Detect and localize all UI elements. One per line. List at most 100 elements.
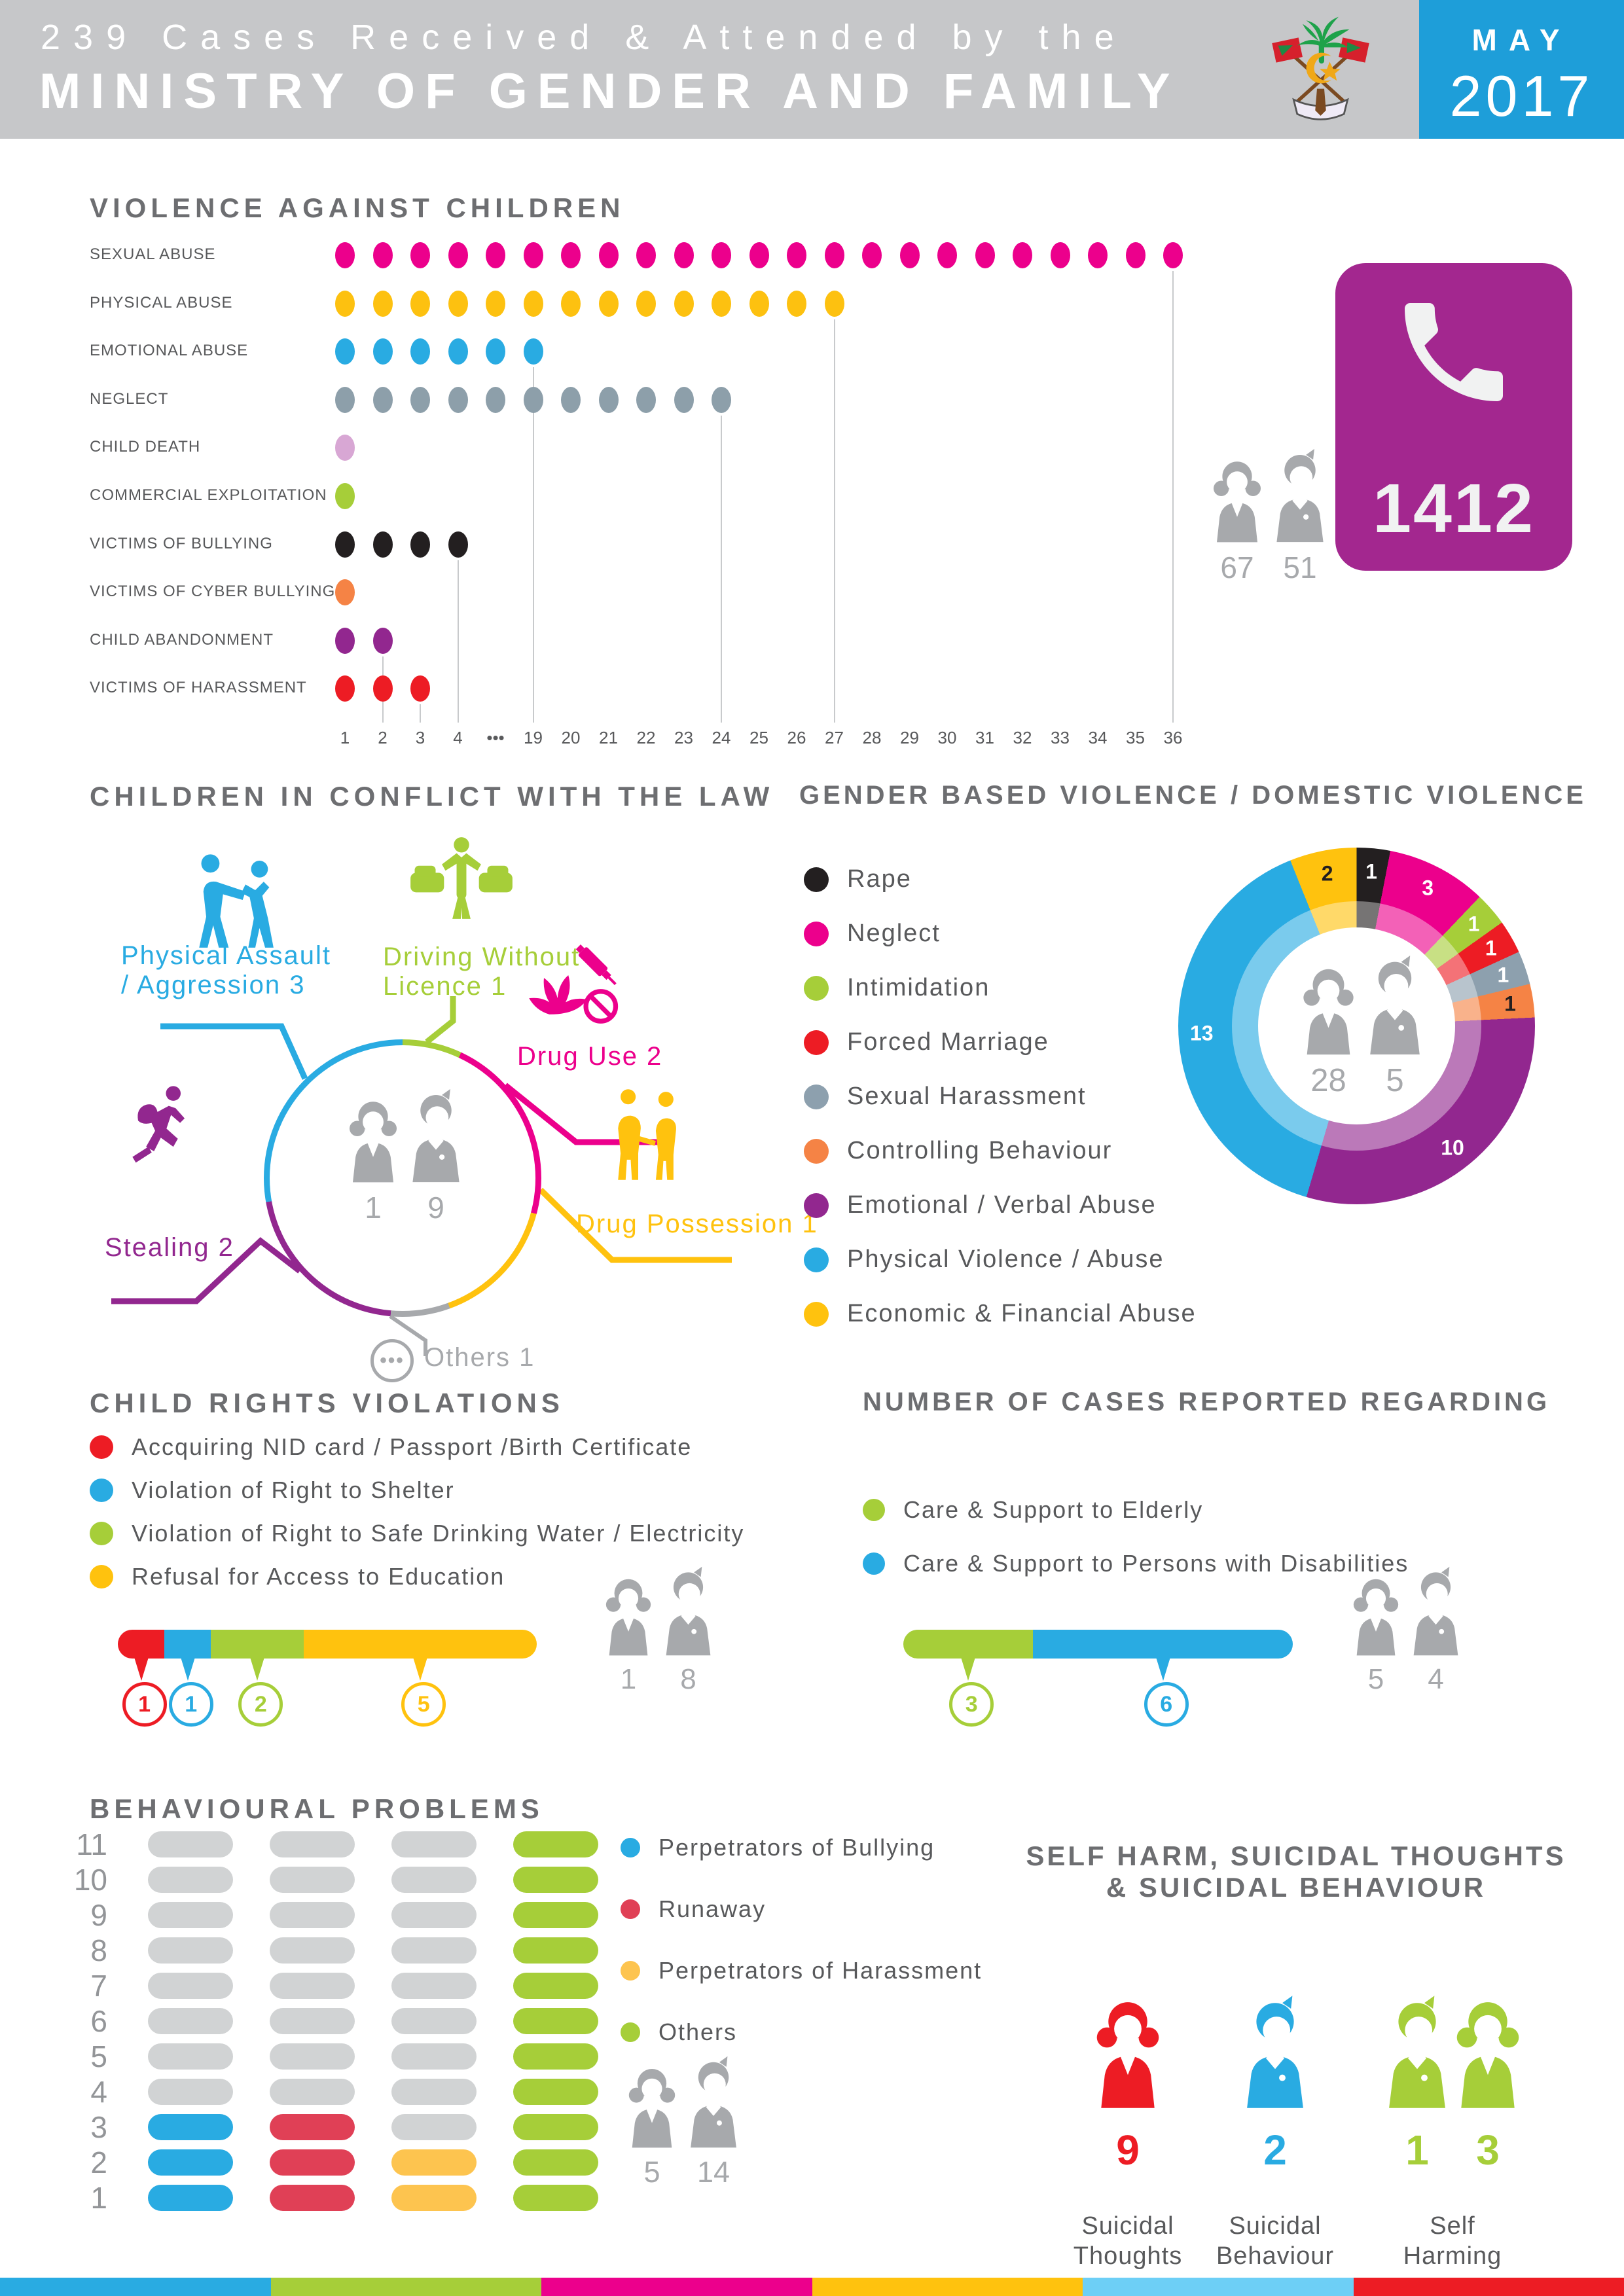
- vac-dot: [598, 386, 619, 413]
- legend-label: Sexual Harassment: [847, 1083, 1087, 1110]
- behavioural-cell: [270, 2043, 355, 2070]
- legend-label: Accquiring NID card / Passport /Birth Ce…: [132, 1433, 693, 1460]
- vac-axis-tick: 19: [524, 728, 543, 747]
- vac-axis-tick: 27: [825, 728, 844, 747]
- legend-label: Forced Marriage: [847, 1028, 1049, 1056]
- vac-dot: [598, 242, 619, 268]
- behavioural-cell: [391, 2008, 477, 2034]
- legend-dot: [621, 1961, 640, 1981]
- behavioural-cell: [270, 1867, 355, 1893]
- vac-dot: [787, 242, 806, 268]
- vac-dot: [523, 290, 543, 317]
- ncr-bar-segment: [903, 1630, 1034, 1659]
- cicl-label-stealing: Stealing 2: [105, 1233, 234, 1263]
- vac-dot: [410, 386, 430, 413]
- vac-dot: [598, 290, 619, 317]
- gbv-segment-value: 1: [1468, 912, 1480, 936]
- girl-icon: [1210, 456, 1265, 543]
- vac-row-label: VICTIMS OF BULLYING: [90, 534, 273, 552]
- crv-gender-pair-boys-count: 8: [680, 1663, 696, 1695]
- gbv-section-title: GENDER BASED VIOLENCE / DOMESTIC VIOLENC…: [799, 781, 1587, 810]
- behavioural-cell: [391, 2114, 477, 2140]
- legend-dot: [90, 1479, 113, 1502]
- behavioural-cell: [148, 2079, 233, 2105]
- behavioural-cell: [148, 2114, 233, 2140]
- phone-icon: [1388, 287, 1519, 418]
- ncr-gender-pair-icons: [1350, 1566, 1464, 1657]
- gbv-segment-value: 2: [1321, 861, 1333, 886]
- vac-axis-tick: 30: [937, 728, 957, 747]
- behavioural-legend: Perpetrators of Bullying Runaway Perpetrat…: [621, 1834, 982, 2046]
- vac-axis-tick: 22: [636, 728, 656, 747]
- legend-dot: [804, 1084, 829, 1109]
- crv-bar-segment: [304, 1630, 537, 1659]
- vac-dot: [1163, 242, 1183, 268]
- vac-dot: [899, 242, 920, 268]
- vac-row-label: NEGLECT: [90, 389, 169, 408]
- behavioural-gender-pair: 5 14: [625, 2055, 743, 2189]
- cicl-label-drug-use: Drug Use 2: [517, 1042, 662, 1071]
- vac-dot: [448, 290, 468, 317]
- gbv-gender-pair-numbers: 28 5: [1299, 1062, 1427, 1099]
- gbv-segment-value: 10: [1441, 1136, 1464, 1160]
- vac-dot: [712, 386, 731, 413]
- vac-dot: [937, 242, 957, 268]
- behavioural-cell: [148, 2008, 233, 2034]
- vac-axis-tick: 25: [749, 728, 768, 747]
- behavioural-cell: [270, 2008, 355, 2034]
- footer-stripe-segment: [0, 2278, 271, 2296]
- legend-dot: [90, 1522, 113, 1545]
- vac-dot: [335, 627, 355, 654]
- vac-dot: [636, 386, 656, 413]
- behavioural-cell: [391, 1867, 477, 1893]
- vac-dot: [410, 242, 430, 268]
- gbv-segment-value: 1: [1365, 859, 1377, 884]
- vac-dot: [712, 242, 731, 268]
- behavioural-cell: [513, 1937, 598, 1964]
- crv-gender-pair-icons: [602, 1566, 717, 1657]
- gbv-legend-item: Forced Marriage: [804, 1028, 1197, 1056]
- behavioural-row-number: 4: [90, 2075, 107, 2109]
- ncr-legend-item: Care & Support to Elderly: [863, 1496, 1409, 1524]
- vac-axis-tick: 28: [862, 728, 882, 747]
- vac-row-label: VICTIMS OF CYBER BULLYING: [90, 583, 336, 601]
- maldives-emblem-icon: [1272, 16, 1369, 120]
- self-harm-girl-icon: [1092, 1991, 1164, 2113]
- legend-dot: [90, 1565, 113, 1588]
- stealing-icon: [121, 1083, 206, 1168]
- vac-dot: [1125, 242, 1146, 268]
- self-harm-value: 2: [1263, 2126, 1287, 2174]
- legend-label: Care & Support to Persons with Disabilit…: [903, 1550, 1409, 1577]
- vac-drop-line: [457, 560, 459, 723]
- behavioural-cell: [148, 1973, 233, 1999]
- vac-dot: [335, 579, 355, 606]
- vac-row-label: PHYSICAL ABUSE: [90, 293, 233, 312]
- vac-dot: [372, 338, 393, 365]
- crv-bar-value-circle: 5: [401, 1682, 446, 1727]
- vac-axis-tick: 21: [599, 728, 618, 747]
- vac-axis-tick: 26: [787, 728, 806, 747]
- vac-dot: [335, 290, 355, 317]
- self-harm-group-label-line: Thoughts: [1073, 2242, 1183, 2270]
- vac-axis-tick: 20: [561, 728, 581, 747]
- vac-dot: [335, 242, 355, 268]
- crv-bar-pointer: [180, 1657, 195, 1681]
- crv-bar-pointer: [250, 1657, 265, 1681]
- ncr-bar-value-circle: 3: [949, 1682, 994, 1727]
- ncr-bar: [903, 1630, 1293, 1659]
- gbv-segment-value: 1: [1504, 992, 1516, 1016]
- gbv-segment-value: 13: [1189, 1021, 1214, 1045]
- behavioural-gender-pair-girls-count: 5: [643, 2155, 660, 2189]
- legend-label: Controlling Behaviour: [847, 1137, 1113, 1164]
- vac-gender-pair-boys-count: 51: [1283, 550, 1317, 584]
- vac-dot: [335, 483, 355, 509]
- behavioural-cell: [148, 2043, 233, 2070]
- behavioural-row-number: 9: [90, 1898, 107, 1932]
- gbv-legend-item: Sexual Harassment: [804, 1083, 1197, 1111]
- legend-label: Perpetrators of Harassment: [659, 1957, 983, 1984]
- gbv-legend-item: Emotional / Verbal Abuse: [804, 1191, 1197, 1219]
- legend-dot: [804, 975, 829, 1001]
- gbv-legend-item: Economic & Financial Abuse: [804, 1300, 1197, 1328]
- legend-label: Economic & Financial Abuse: [847, 1300, 1197, 1327]
- behavioural-gender-pair-boys-count: 14: [696, 2155, 731, 2189]
